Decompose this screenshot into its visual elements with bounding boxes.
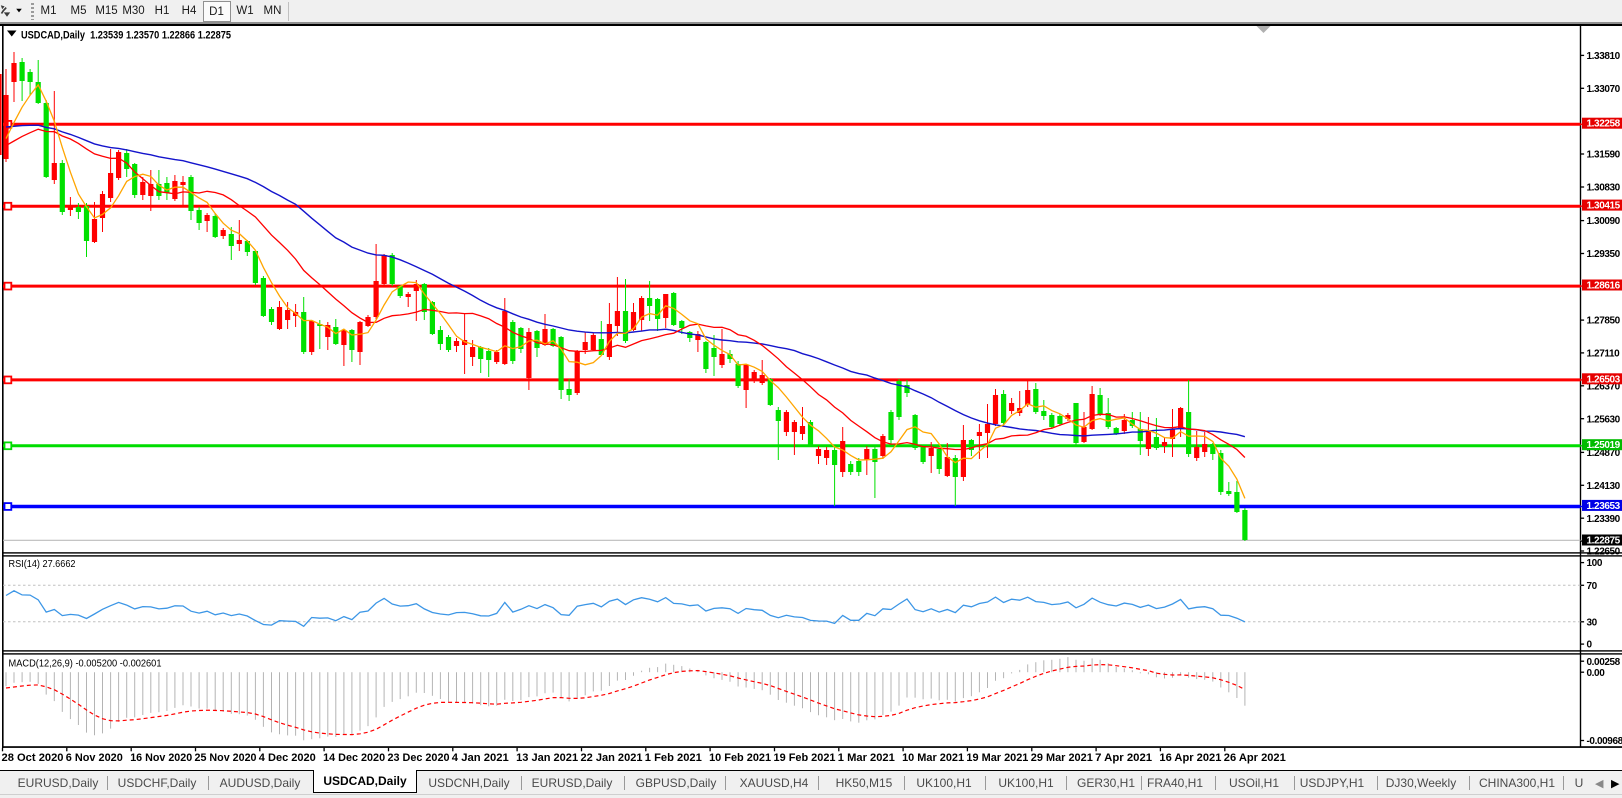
svg-text:1.30090: 1.30090 — [1587, 216, 1621, 227]
svg-text:19 Mar 2021: 19 Mar 2021 — [966, 752, 1028, 764]
svg-text:10 Mar 2021: 10 Mar 2021 — [902, 752, 964, 764]
svg-text:1.30415: 1.30415 — [1587, 201, 1621, 212]
svg-text:4 Dec 2020: 4 Dec 2020 — [259, 752, 316, 764]
svg-text:6 Nov 2020: 6 Nov 2020 — [66, 752, 123, 764]
svg-text:USDCAD,Daily 1.23539 1.23570: USDCAD,Daily 1.23539 1.23570 1.22866 1.2… — [21, 30, 231, 42]
svg-text:30: 30 — [1587, 617, 1598, 628]
svg-text:26 Apr 2021: 26 Apr 2021 — [1224, 752, 1286, 764]
svg-text:1 Feb 2021: 1 Feb 2021 — [645, 752, 702, 764]
svg-text:1.27850: 1.27850 — [1587, 316, 1621, 327]
svg-text:4 Jan 2021: 4 Jan 2021 — [452, 752, 509, 764]
svg-text:MACD(12,26,9) -0.005200 -0.002: MACD(12,26,9) -0.005200 -0.002601 — [9, 659, 162, 670]
svg-text:29 Mar 2021: 29 Mar 2021 — [1031, 752, 1093, 764]
svg-text:1.24870: 1.24870 — [1587, 448, 1621, 459]
svg-text:14 Dec 2020: 14 Dec 2020 — [323, 752, 385, 764]
svg-text:1.32258: 1.32258 — [1587, 119, 1621, 130]
svg-text:1.31590: 1.31590 — [1587, 150, 1621, 161]
svg-text:19 Feb 2021: 19 Feb 2021 — [774, 752, 836, 764]
svg-text:0.00: 0.00 — [1587, 668, 1606, 679]
svg-text:1.33070: 1.33070 — [1587, 84, 1621, 95]
svg-text:RSI(14) 27.6662: RSI(14) 27.6662 — [9, 559, 76, 570]
svg-text:1.30830: 1.30830 — [1587, 183, 1621, 194]
svg-text:22 Jan 2021: 22 Jan 2021 — [581, 752, 643, 764]
svg-text:1.25019: 1.25019 — [1587, 440, 1621, 451]
svg-text:0: 0 — [1587, 640, 1593, 651]
svg-text:1.29350: 1.29350 — [1587, 249, 1621, 260]
svg-text:1.23390: 1.23390 — [1587, 514, 1621, 525]
svg-text:16 Nov 2020: 16 Nov 2020 — [130, 752, 192, 764]
svg-text:1.25630: 1.25630 — [1587, 414, 1621, 425]
svg-text:1.27110: 1.27110 — [1587, 349, 1621, 360]
svg-text:10 Feb 2021: 10 Feb 2021 — [709, 752, 771, 764]
svg-text:1.22650: 1.22650 — [1587, 547, 1621, 558]
svg-text:28 Oct 2020: 28 Oct 2020 — [2, 752, 64, 764]
svg-text:1.33810: 1.33810 — [1587, 51, 1621, 62]
svg-text:1.26370: 1.26370 — [1587, 381, 1621, 392]
svg-text:1.24130: 1.24130 — [1587, 481, 1621, 492]
svg-text:-0.00968: -0.00968 — [1587, 736, 1622, 747]
svg-text:1.26503: 1.26503 — [1587, 374, 1621, 385]
svg-text:100: 100 — [1587, 558, 1603, 569]
svg-text:16 Apr 2021: 16 Apr 2021 — [1159, 752, 1221, 764]
svg-text:23 Dec 2020: 23 Dec 2020 — [388, 752, 450, 764]
svg-text:0.00258: 0.00258 — [1587, 657, 1621, 668]
svg-text:1.23653: 1.23653 — [1587, 501, 1621, 512]
svg-text:1.28616: 1.28616 — [1587, 281, 1621, 292]
svg-text:13 Jan 2021: 13 Jan 2021 — [516, 752, 578, 764]
svg-text:70: 70 — [1587, 581, 1598, 592]
svg-text:25 Nov 2020: 25 Nov 2020 — [195, 752, 257, 764]
svg-text:1 Mar 2021: 1 Mar 2021 — [838, 752, 895, 764]
svg-text:1.22875: 1.22875 — [1587, 536, 1621, 547]
svg-text:7 Apr 2021: 7 Apr 2021 — [1095, 752, 1152, 764]
